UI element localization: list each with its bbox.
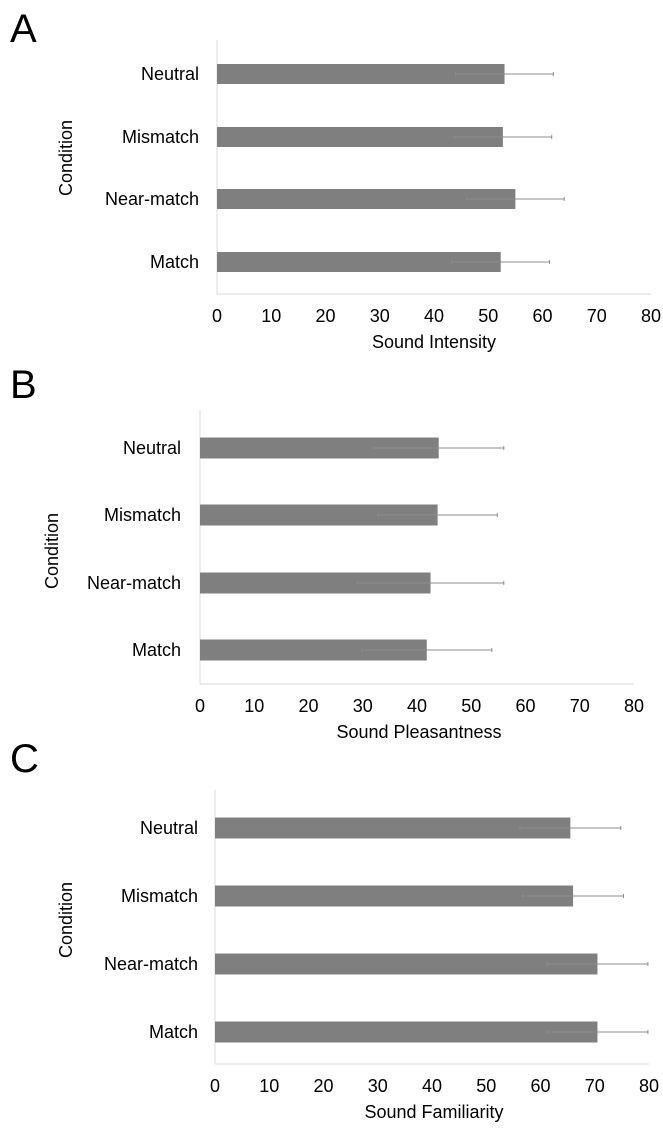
category-label-c-match: Match <box>149 1022 198 1042</box>
bar-b-match <box>200 639 427 661</box>
x-axis-title-c: Sound Familiarity <box>364 1102 503 1122</box>
bar-c-neutral <box>215 817 571 839</box>
category-label-a-near-match: Near-match <box>105 189 199 209</box>
x-tick-label-c-40: 40 <box>422 1076 442 1096</box>
bar-c-near-match <box>215 953 598 975</box>
x-tick-label-c-60: 60 <box>530 1076 550 1096</box>
bar-a-mismatch <box>217 127 503 147</box>
x-tick-label-b-60: 60 <box>515 696 535 716</box>
category-label-b-match: Match <box>132 640 181 660</box>
bar-b-near-match <box>200 572 431 594</box>
x-tick-label-a-60: 60 <box>532 306 552 326</box>
category-label-b-mismatch: Mismatch <box>104 505 181 525</box>
x-tick-label-b-0: 0 <box>195 696 205 716</box>
category-label-c-neutral: Neutral <box>140 818 198 838</box>
y-axis-title-a: Condition <box>56 120 76 196</box>
x-axis-title-b: Sound Pleasantness <box>336 722 501 742</box>
bar-a-neutral <box>217 64 505 84</box>
x-tick-label-c-50: 50 <box>476 1076 496 1096</box>
x-tick-label-c-0: 0 <box>210 1076 220 1096</box>
x-tick-label-a-20: 20 <box>315 306 335 326</box>
panel-label-b: B <box>10 363 37 407</box>
x-tick-label-b-70: 70 <box>570 696 590 716</box>
x-tick-label-a-50: 50 <box>478 306 498 326</box>
category-label-b-near-match: Near-match <box>87 573 181 593</box>
category-label-a-neutral: Neutral <box>141 64 199 84</box>
x-tick-label-a-40: 40 <box>424 306 444 326</box>
x-tick-label-b-30: 30 <box>353 696 373 716</box>
category-label-b-neutral: Neutral <box>123 438 181 458</box>
panel-label-c: C <box>10 737 39 781</box>
panel-label-a: A <box>10 7 37 51</box>
x-tick-label-b-10: 10 <box>244 696 264 716</box>
category-label-c-mismatch: Mismatch <box>121 886 198 906</box>
x-tick-label-a-30: 30 <box>370 306 390 326</box>
bar-b-mismatch <box>200 504 438 526</box>
x-tick-label-c-30: 30 <box>368 1076 388 1096</box>
bar-c-match <box>215 1021 598 1043</box>
x-tick-label-b-20: 20 <box>298 696 318 716</box>
category-label-a-match: Match <box>150 252 199 272</box>
x-tick-label-a-10: 10 <box>261 306 281 326</box>
category-label-a-mismatch: Mismatch <box>122 127 199 147</box>
bar-c-mismatch <box>215 885 574 907</box>
y-axis-title-c: Condition <box>56 882 76 958</box>
x-tick-label-a-80: 80 <box>641 306 661 326</box>
bar-a-near-match <box>217 189 516 209</box>
x-tick-label-a-70: 70 <box>587 306 607 326</box>
x-tick-label-c-20: 20 <box>313 1076 333 1096</box>
category-label-c-near-match: Near-match <box>104 954 198 974</box>
x-axis-title-a: Sound Intensity <box>372 332 496 352</box>
x-tick-label-c-10: 10 <box>259 1076 279 1096</box>
x-tick-label-b-50: 50 <box>461 696 481 716</box>
x-tick-label-b-40: 40 <box>407 696 427 716</box>
bar-a-match <box>217 252 501 272</box>
x-tick-label-a-0: 0 <box>212 306 222 326</box>
x-tick-label-c-80: 80 <box>639 1076 659 1096</box>
bar-b-neutral <box>200 437 439 459</box>
x-tick-label-c-70: 70 <box>585 1076 605 1096</box>
x-tick-label-b-80: 80 <box>624 696 644 716</box>
y-axis-title-b: Condition <box>42 513 62 589</box>
